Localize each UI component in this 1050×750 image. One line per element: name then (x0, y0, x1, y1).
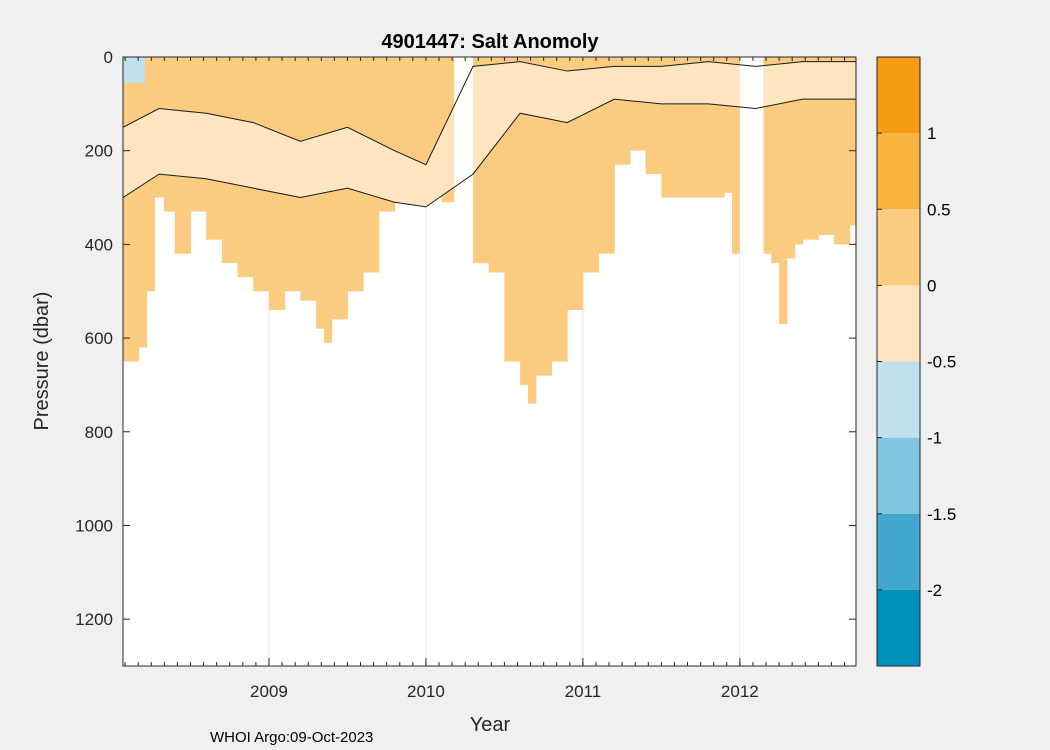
fresh-patch (123, 57, 145, 83)
y-tick-label: 1000 (75, 516, 113, 535)
colorbar-segment (877, 285, 920, 362)
data-gap (460, 57, 474, 666)
profile-column (849, 57, 856, 226)
y-tick-label: 1200 (75, 610, 113, 629)
colorbar-tick-label: 1 (927, 124, 936, 143)
anomaly-fill (123, 57, 856, 666)
profile-column (786, 57, 796, 259)
profile-column (834, 57, 851, 245)
colorbar-segment (877, 361, 920, 438)
colorbar: -2 -1.5 -1 -0.5 0 0.5 1 (876, 56, 956, 667)
y-tick-label: 600 (85, 329, 113, 348)
profile-column (520, 57, 529, 385)
plot-frame (122, 56, 857, 667)
colorbar-tick-label: -1 (927, 429, 942, 448)
colorbar-segment (877, 209, 920, 286)
colorbar-tick-label: -2 (927, 581, 942, 600)
profile-column (732, 57, 741, 254)
profile-column (818, 57, 835, 236)
credit-text: WHOI Argo:09-Oct-2023 (210, 729, 373, 746)
colorbar-segment (877, 57, 920, 134)
profile-column (123, 57, 140, 362)
profile-column (551, 57, 568, 362)
profile-column (794, 57, 804, 245)
chart-title: 4901447: Salt Anomoly (381, 31, 599, 53)
contour-line-zero (123, 98, 856, 208)
profile-column (504, 57, 521, 362)
colorbar-tick-label: -0.5 (927, 353, 956, 372)
y-tick-label: 200 (85, 142, 113, 161)
profile-column (724, 57, 733, 193)
profile-column (598, 57, 615, 254)
x-axis: 2009 2010 2011 2012 (124, 57, 845, 701)
y-tick-label: 400 (85, 235, 113, 254)
colorbar-tick-label: 0 (927, 276, 936, 295)
x-tick-label: 2009 (250, 682, 288, 701)
profile-column (323, 57, 333, 343)
profile-column (535, 57, 552, 376)
x-axis-label: Year (470, 714, 511, 736)
y-tick-label: 0 (104, 48, 113, 67)
data-gap (454, 57, 461, 666)
x-tick-label: 2011 (565, 682, 602, 701)
colorbar-segment (877, 133, 920, 210)
data-gap (747, 57, 764, 666)
surface-band (123, 61, 856, 207)
y-axis: 0 200 400 600 800 1000 1200 (75, 48, 856, 629)
colorbar-segment (877, 437, 920, 514)
colorbar-segment (877, 513, 920, 590)
colorbar-segment (877, 589, 920, 666)
profile-column (763, 57, 772, 254)
data-gap (739, 57, 748, 666)
contour-line-half (123, 61, 856, 166)
x-tick-label: 2012 (721, 682, 759, 701)
profile-column (771, 57, 780, 264)
profile-column (138, 57, 148, 348)
y-axis-label: Pressure (dbar) (31, 292, 53, 431)
contour-lines (123, 61, 856, 208)
y-tick-label: 800 (85, 423, 113, 442)
profile-column (527, 57, 537, 404)
profile-column (779, 57, 788, 325)
colorbar-tick-label: 0.5 (927, 200, 951, 219)
colorbar-tick-label: -1.5 (927, 505, 956, 524)
profile-column (802, 57, 819, 240)
x-tick-label: 2010 (407, 682, 445, 701)
